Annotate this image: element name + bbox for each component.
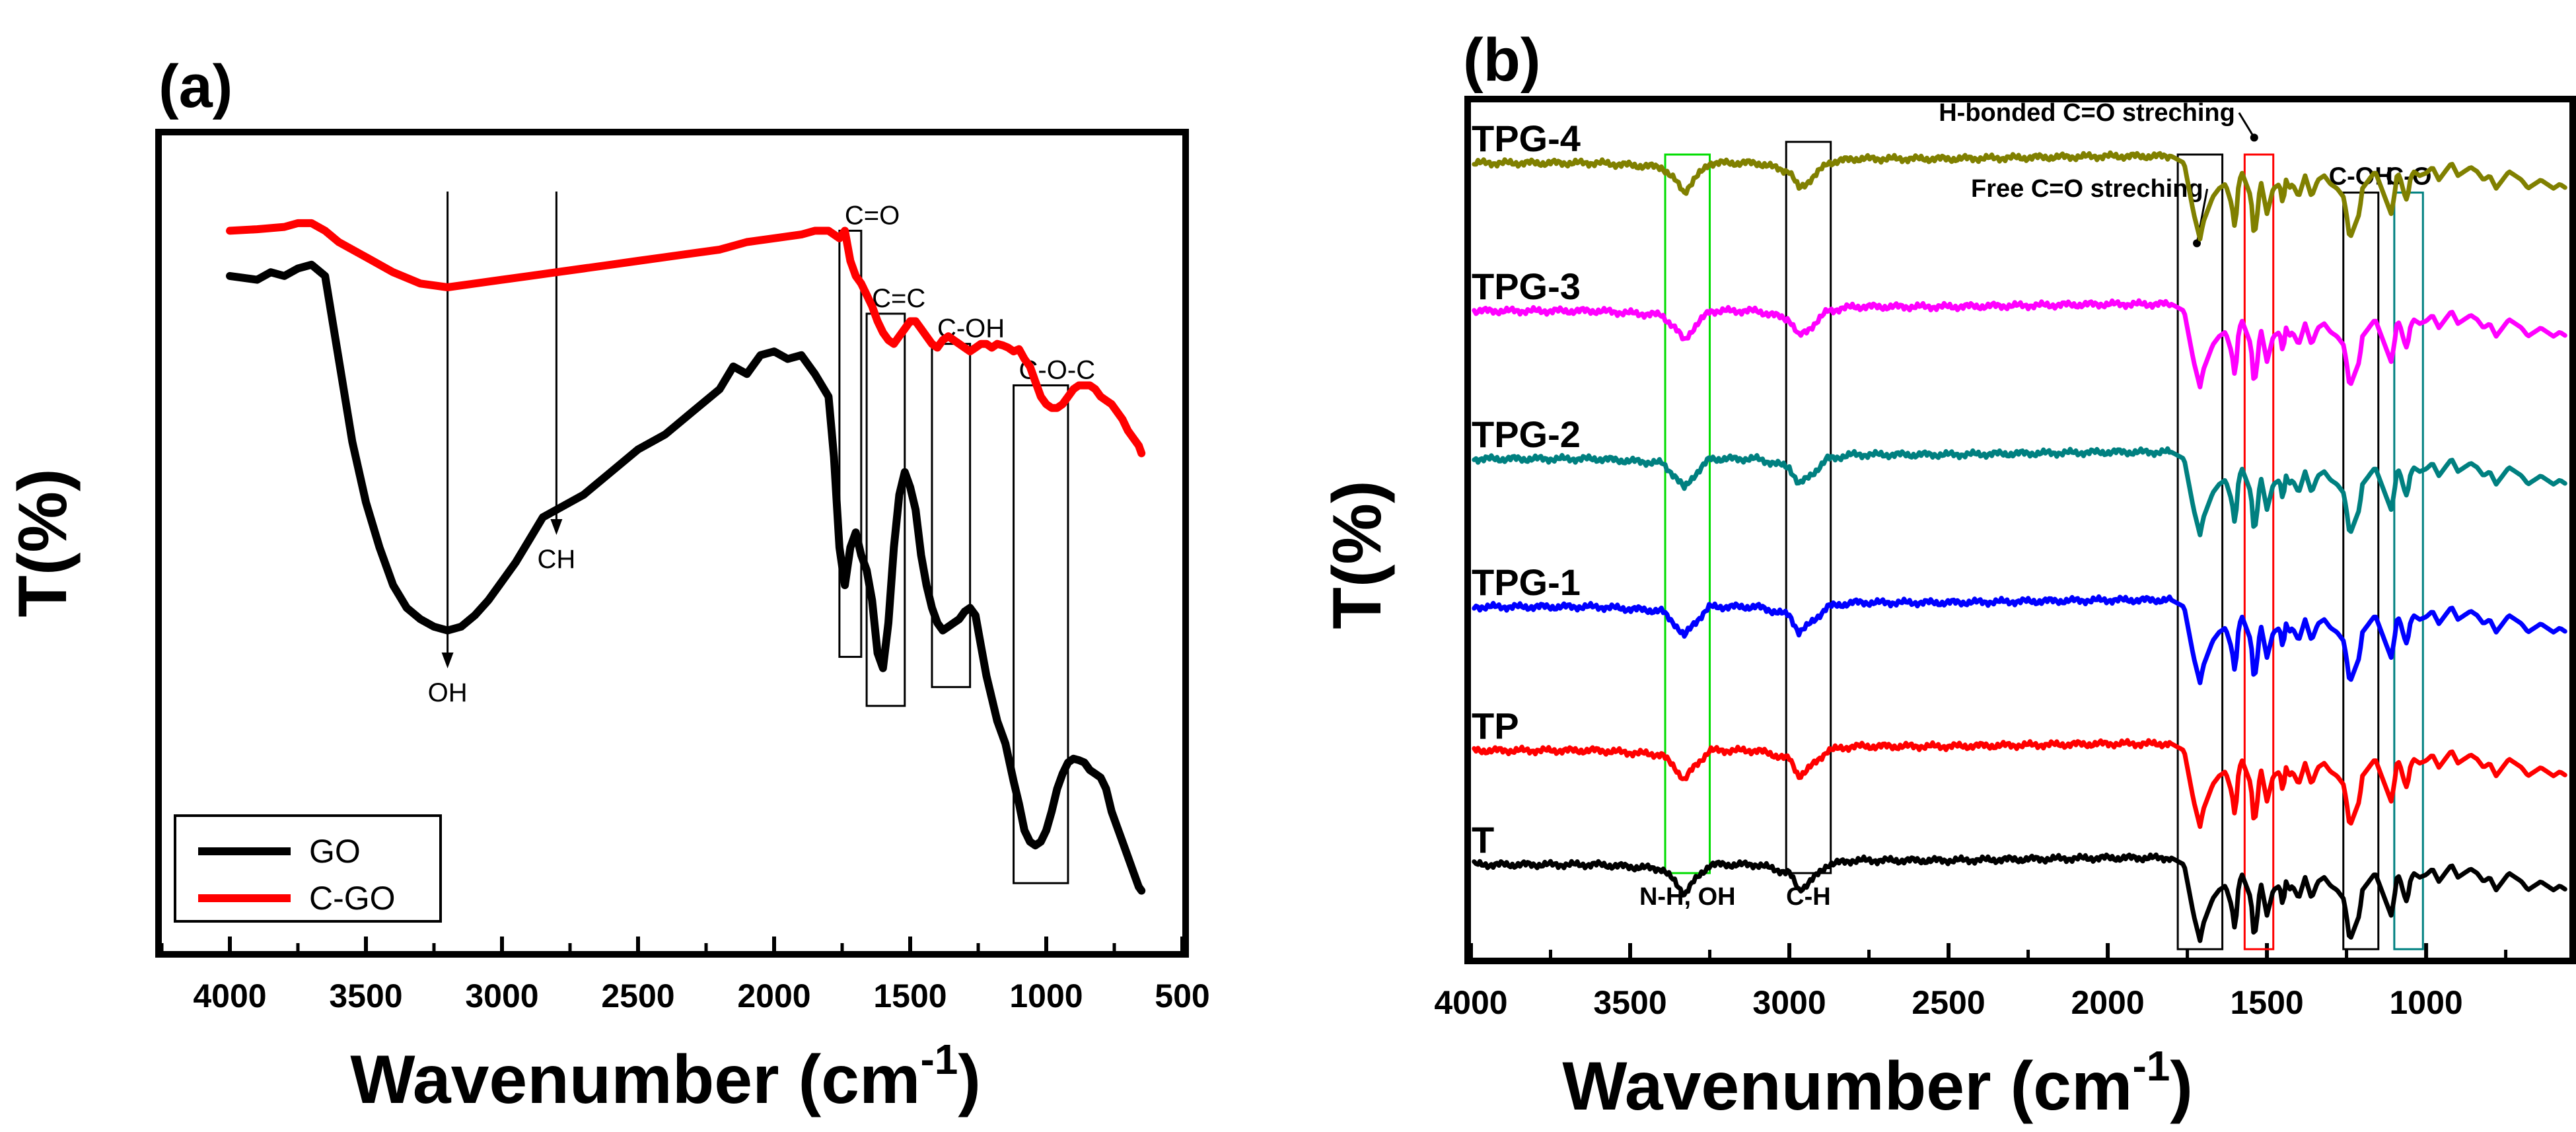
panel-a-x-tick-label-2500: 2500	[601, 977, 674, 1014]
region-box-c-oh	[2342, 192, 2380, 950]
region-box-c-o	[2393, 192, 2424, 950]
series-tpg-4-line	[1472, 150, 2567, 242]
series-tpg-3-line	[1472, 298, 2567, 390]
region-box-n-h-oh	[1664, 153, 1711, 874]
arrow-oh-head	[441, 653, 454, 668]
panel-b-frame	[1464, 96, 2576, 964]
region-label-c-oh: C-OH	[2329, 163, 2393, 191]
series-label-tpg-4: TPG-4	[1472, 118, 1581, 159]
box-c-c	[865, 312, 906, 707]
panel-a-series	[226, 219, 1146, 895]
series-go-line	[226, 260, 1146, 895]
series-label-tpg-2: TPG-2	[1472, 413, 1581, 455]
panel-b-annotations: N-H, OH C-HC-OHC-OH-bonded C=O strechingF…	[1639, 99, 2431, 950]
box-label-c-o: C=O	[845, 201, 900, 230]
annotation-text-free-c-o-streching: Free C=O streching	[1971, 175, 2203, 203]
panel-b-x-tick-label-3000: 3000	[1752, 984, 1826, 1021]
panel-a-label: (a)	[159, 53, 233, 120]
panel-a: (a) 4000 3500 3000 2500 2000 1500 1000 500 OH CH…	[5, 53, 1210, 1118]
panel-a-x-tick-label-4000: 4000	[193, 977, 266, 1014]
panel-b-x-tick-label-3500: 3500	[1593, 984, 1666, 1021]
box-label-c-c: C=C	[872, 284, 925, 313]
series-tp-line	[1472, 738, 2567, 830]
panel-b-x-axis-title: Wavenumber (cm-1)	[1562, 1042, 2193, 1125]
series-c-go-line	[226, 219, 1146, 458]
panel-a-x-tick-label-1500: 1500	[873, 977, 947, 1014]
arrow-ch-label: CH	[538, 545, 576, 574]
region-box-c-h	[1785, 141, 1832, 874]
panel-b-x-tick-label-1500: 1500	[2230, 984, 2303, 1021]
legend-label-go: GO	[309, 833, 361, 870]
panel-b: (b) 4000 3500 3000 2500 2000 1500 1000 N-H, OH…	[1319, 26, 2576, 1125]
panel-a-x-axis-title: Wavenumber (cm-1)	[350, 1036, 981, 1118]
panel-a-legend: GO C-GO	[174, 814, 442, 923]
panel-b-series	[1472, 150, 2567, 943]
series-label-tpg-3: TPG-3	[1472, 265, 1581, 307]
panel-b-x-tick-label-1000: 1000	[2389, 984, 2462, 1021]
annotation-arrow-head-1	[2193, 239, 2201, 248]
legend-box	[174, 814, 442, 923]
series-tpg-2-line	[1472, 446, 2567, 538]
legend-label-c-go: C-GO	[309, 880, 396, 917]
panel-b-series-labels: TPG-4 TPG-3 TPG-2 TPG-1 TP T	[1472, 118, 1581, 861]
series-label-tpg-1: TPG-1	[1472, 561, 1581, 603]
panel-b-x-axis: 4000 3500 3000 2500 2000 1500 1000	[1434, 943, 2508, 1021]
series-label-tp: TP	[1472, 705, 1519, 746]
series-t-line	[1472, 852, 2567, 943]
panel-b-x-tick-label-2000: 2000	[2071, 984, 2144, 1021]
box-c-oh	[931, 343, 972, 688]
panel-a-frame	[155, 129, 1189, 958]
series-label-t: T	[1472, 819, 1494, 861]
panel-a-y-axis-title: T(%)	[5, 468, 81, 617]
panel-a-x-tick-label-3500: 3500	[329, 977, 402, 1014]
panel-a-x-tick-label-3000: 3000	[465, 977, 538, 1014]
panel-b-y-axis-title: T(%)	[1319, 480, 1396, 629]
annotation-arrow-head-0	[2250, 133, 2258, 142]
panel-b-x-tick-label-2500: 2500	[1912, 984, 1985, 1021]
region-box-3	[2243, 153, 2275, 950]
series-tpg-1-line	[1472, 594, 2567, 686]
panel-a-x-tick-label-1000: 1000	[1009, 977, 1083, 1014]
panel-a-x-tick-label-2000: 2000	[737, 977, 810, 1014]
arrow-ch-head	[550, 519, 563, 535]
arrow-oh-label: OH	[428, 678, 468, 707]
annotation-text-h-bonded-c-o-streching: H-bonded C=O streching	[1939, 99, 2235, 127]
panel-b-x-tick-label-4000: 4000	[1434, 984, 1507, 1021]
box-c-o	[838, 229, 863, 658]
annotation-arrow-0	[2238, 112, 2256, 139]
panel-b-label: (b)	[1463, 26, 1540, 94]
panel-a-x-tick-label-500: 500	[1155, 977, 1209, 1014]
region-box-2	[2176, 153, 2224, 950]
panel-a-x-axis: 4000 3500 3000 2500 2000 1500 1000 500	[160, 937, 1210, 1014]
